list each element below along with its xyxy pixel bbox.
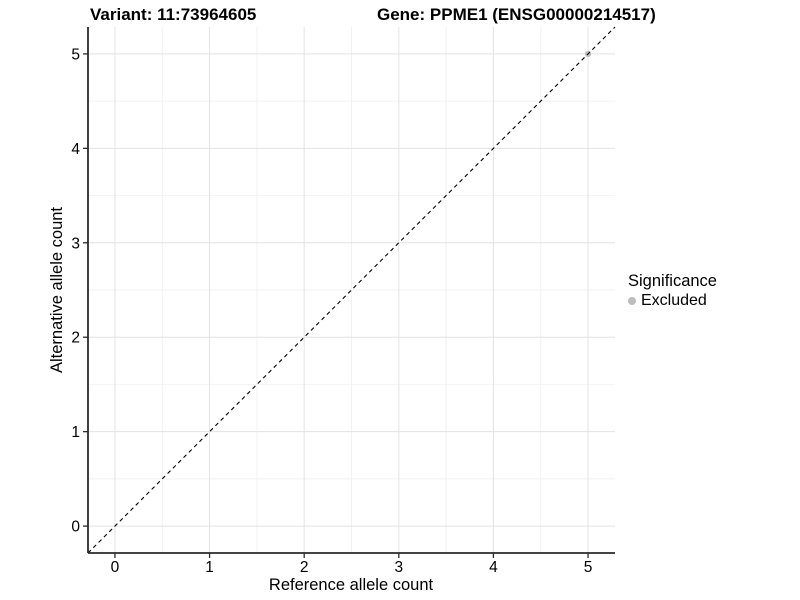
legend-title: Significance — [628, 272, 717, 290]
y-tick-label: 4 — [71, 141, 80, 158]
y-axis-title: Alternative allele count — [48, 207, 66, 373]
y-tick-label: 3 — [71, 235, 80, 252]
variant-title: Variant: 11:73964605 — [90, 5, 256, 24]
data-layer — [87, 26, 616, 554]
legend: Significance Excluded — [628, 271, 717, 310]
x-tick-label: 4 — [489, 559, 498, 576]
x-tick-label: 2 — [300, 559, 309, 576]
x-tick-label: 1 — [205, 559, 214, 576]
y-tick-label: 1 — [71, 424, 80, 441]
x-axis-title: Reference allele count — [269, 576, 434, 594]
y-tick-label: 2 — [71, 330, 80, 347]
excluded-point-icon — [628, 296, 636, 305]
gene-title: Gene: PPME1 (ENSG00000214517) — [377, 5, 656, 24]
x-tick-label: 5 — [584, 559, 593, 576]
y-tick-label: 5 — [71, 46, 80, 63]
gridlines — [88, 27, 615, 553]
x-tick-label: 0 — [111, 559, 120, 576]
legend-item-excluded: Excluded — [628, 291, 717, 310]
y-tick-label: 0 — [71, 519, 80, 536]
x-tick-label: 3 — [394, 559, 403, 576]
legend-item-label: Excluded — [641, 292, 707, 309]
axes: 0 1 2 3 4 5 0 1 2 3 4 5 — [71, 27, 615, 576]
